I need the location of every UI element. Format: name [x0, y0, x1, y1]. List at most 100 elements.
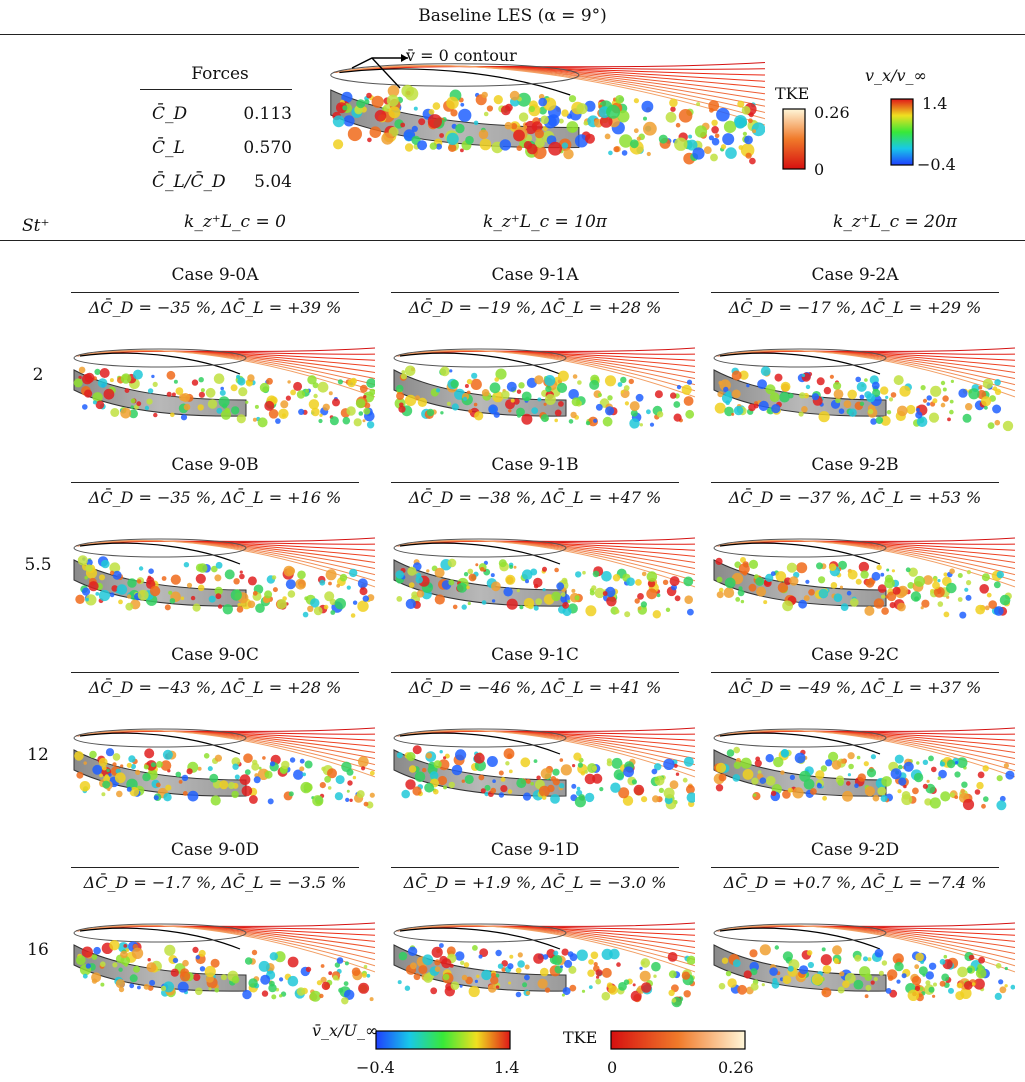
case-rule — [71, 672, 359, 673]
vx-colorbar-label: v_x/v_∞ — [865, 66, 927, 85]
case-delta: ΔC̄_D = +1.9 %, ΔC̄_L = −3.0 % — [380, 873, 690, 892]
case-title: Case 9-2C — [811, 645, 899, 665]
top-rule — [0, 34, 1025, 35]
tke-colorbar — [782, 108, 806, 170]
force-symbol: C̄_L/C̄_D — [152, 172, 226, 192]
tke-colorbar-max: 0.26 — [814, 103, 850, 122]
case-title: Case 9-1B — [491, 455, 579, 475]
case-delta-text: ΔC̄_D = −38 %, ΔC̄_L = +47 % — [408, 488, 662, 507]
force-value: 0.113 — [243, 104, 292, 124]
case-delta-text: ΔC̄_D = −19 %, ΔC̄_L = +28 % — [408, 298, 662, 317]
case-flow-image — [73, 727, 375, 809]
case-flow-panel — [710, 330, 1015, 450]
figure-title: Baseline LES (α = 9°) — [418, 6, 607, 26]
st-row-label: 2 — [32, 365, 44, 385]
case-delta: ΔC̄_D = −1.7 %, ΔC̄_L = −3.5 % — [60, 873, 370, 892]
force-symbol: C̄_D — [152, 104, 188, 124]
case-flow-panel — [390, 905, 695, 1025]
case-delta-text: ΔC̄_D = −49 %, ΔC̄_L = +37 % — [728, 678, 982, 697]
case-title: Case 9-1A — [491, 265, 579, 285]
case-rule — [391, 867, 679, 868]
case-delta: ΔC̄_D = −38 %, ΔC̄_L = +47 % — [380, 488, 690, 507]
case-delta-text: ΔC̄_D = −35 %, ΔC̄_L = +39 % — [88, 298, 342, 317]
case-delta: ΔC̄_D = −49 %, ΔC̄_L = +37 % — [700, 678, 1010, 697]
legend-vx-colorbar — [375, 1030, 511, 1050]
force-symbol: C̄_L — [152, 138, 185, 158]
case-delta-text: ΔC̄_D = +0.7 %, ΔC̄_L = −7.4 % — [723, 873, 987, 892]
case-flow-image — [73, 922, 375, 1005]
case-flow-image — [713, 537, 1015, 619]
case-flow-panel — [390, 520, 695, 640]
legend-vx-min: −0.4 — [356, 1058, 395, 1077]
case-delta-text: ΔC̄_D = −43 %, ΔC̄_L = +28 % — [88, 678, 342, 697]
annotation-arrows — [351, 54, 408, 89]
case-rule — [391, 292, 679, 293]
case-flow-panel — [70, 710, 375, 830]
case-title: Case 9-0C — [171, 645, 259, 665]
case-title: Case 9-2A — [811, 265, 899, 285]
case-flow-image — [713, 922, 1015, 1002]
baseline-flow-panel — [325, 40, 765, 190]
forces-heading: Forces — [191, 64, 249, 84]
st-row-label: 12 — [27, 745, 49, 765]
legend-tke-label: TKE — [563, 1028, 598, 1047]
baseline-flow-image — [330, 62, 765, 165]
legend-vx-label: v̄_x/U_∞ — [312, 1021, 379, 1040]
case-flow-panel — [70, 330, 375, 450]
tke-colorbar-min: 0 — [814, 160, 825, 179]
contour-annotation: v̄ = 0 contour — [406, 46, 517, 65]
case-title: Case 9-0D — [170, 840, 260, 860]
column-header-text: k_z⁺L_c = 0 — [184, 212, 286, 232]
st-row-label: 5.5 — [24, 555, 52, 575]
case-flow-image — [393, 537, 695, 619]
case-flow-image — [713, 347, 1015, 432]
case-delta-text: ΔC̄_D = −35 %, ΔC̄_L = +16 % — [88, 488, 342, 507]
case-title: Case 9-2B — [811, 455, 899, 475]
case-title: Case 9-1C — [491, 645, 579, 665]
case-delta: ΔC̄_D = −37 %, ΔC̄_L = +53 % — [700, 488, 1010, 507]
vx-colorbar-min: −0.4 — [917, 155, 956, 174]
case-delta-text: ΔC̄_D = −37 %, ΔC̄_L = +53 % — [728, 488, 982, 507]
header-rule — [0, 240, 1025, 241]
case-title: Case 9-1D — [490, 840, 580, 860]
case-flow-panel — [710, 710, 1015, 830]
case-flow-panel — [710, 520, 1015, 640]
case-rule — [711, 482, 999, 483]
case-rule — [711, 867, 999, 868]
legend-vx-max: 1.4 — [494, 1058, 520, 1077]
case-flow-panel — [710, 905, 1015, 1025]
column-header-0: k_z⁺L_c = 0 — [160, 212, 310, 232]
column-header-1: k_z⁺L_c = 10π — [470, 212, 620, 232]
case-flow-image — [393, 727, 695, 810]
legend-tke-colorbar — [610, 1030, 746, 1050]
case-delta: ΔC̄_D = −43 %, ΔC̄_L = +28 % — [60, 678, 370, 697]
force-row-cd: C̄_D 0.113 — [152, 104, 292, 124]
case-delta: ΔC̄_D = −19 %, ΔC̄_L = +28 % — [380, 298, 690, 317]
case-delta: ΔC̄_D = +0.7 %, ΔC̄_L = −7.4 % — [700, 873, 1010, 892]
case-flow-panel — [390, 330, 695, 450]
column-header-text: k_z⁺L_c = 10π — [483, 212, 607, 232]
column-header-2: k_z⁺L_c = 20π — [820, 212, 970, 232]
force-row-ld: C̄_L/C̄_D 5.04 — [152, 172, 292, 192]
column-header-text: k_z⁺L_c = 20π — [833, 212, 957, 232]
row-axis-header: St⁺ — [22, 216, 50, 236]
force-value: 5.04 — [254, 172, 292, 192]
case-flow-image — [73, 537, 375, 618]
case-rule — [71, 867, 359, 868]
case-flow-image — [393, 922, 695, 1008]
tke-colorbar-label: TKE — [775, 84, 810, 103]
case-flow-panel — [70, 520, 375, 640]
case-delta: ΔC̄_D = −35 %, ΔC̄_L = +16 % — [60, 488, 370, 507]
case-title: Case 9-0A — [171, 265, 259, 285]
legend-tke-min: 0 — [607, 1058, 618, 1077]
case-title: Case 9-2D — [810, 840, 900, 860]
case-delta: ΔC̄_D = −35 %, ΔC̄_L = +39 % — [60, 298, 370, 317]
force-value: 0.570 — [243, 138, 292, 158]
case-flow-panel — [390, 710, 695, 830]
forces-rule — [140, 89, 292, 90]
case-rule — [391, 672, 679, 673]
case-rule — [711, 292, 999, 293]
case-delta-text: ΔC̄_D = −17 %, ΔC̄_L = +29 % — [728, 298, 982, 317]
case-delta-text: ΔC̄_D = +1.9 %, ΔC̄_L = −3.0 % — [403, 873, 667, 892]
case-rule — [711, 672, 999, 673]
